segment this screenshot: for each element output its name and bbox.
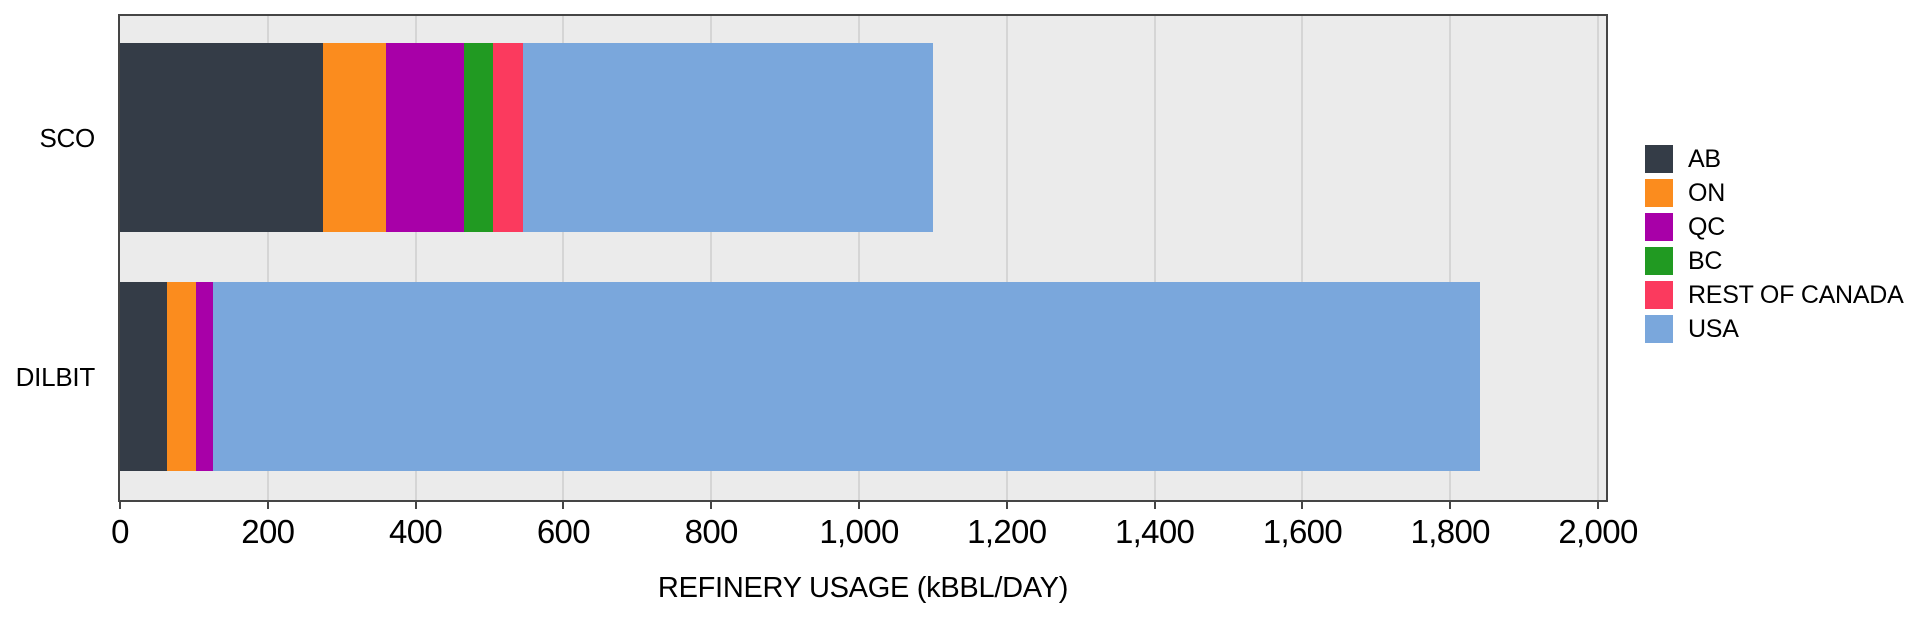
- legend-swatch: [1645, 247, 1673, 275]
- x-tick-label: 800: [684, 513, 739, 550]
- bar-segment-usa-dilbit[interactable]: [213, 282, 1480, 471]
- x-axis-tick: [858, 500, 860, 509]
- gridline: [414, 16, 417, 500]
- x-axis-tick: [710, 500, 713, 509]
- bar-segment-bc-sco[interactable]: [463, 43, 494, 232]
- x-tick-label: 1,000: [819, 513, 899, 550]
- gridline: [858, 16, 860, 500]
- x-tick-label: 200: [241, 513, 295, 550]
- legend: AB ON QC BC REST OF CANADA USA: [1645, 145, 1904, 349]
- bar-segment-ab-dilbit[interactable]: [120, 282, 167, 471]
- gridline: [266, 16, 269, 500]
- bar-segment-on-sco[interactable]: [323, 43, 387, 232]
- legend-item-qc[interactable]: QC: [1645, 213, 1904, 241]
- legend-item-bc[interactable]: BC: [1645, 247, 1904, 275]
- legend-item-usa[interactable]: USA: [1645, 315, 1904, 343]
- bar-row-sco: [120, 43, 1606, 232]
- x-tick-label: 1,600: [1262, 513, 1343, 550]
- gridline: [1301, 16, 1304, 500]
- x-axis-tick: [1153, 500, 1156, 509]
- x-axis-tick: [414, 500, 417, 509]
- legend-item-ab[interactable]: AB: [1645, 145, 1904, 173]
- x-tick-label: 2,000: [1558, 513, 1638, 550]
- legend-label: USA: [1688, 315, 1739, 343]
- x-axis-tick: [1301, 500, 1304, 509]
- gridline: [1005, 16, 1008, 500]
- bar-segment-on-dilbit[interactable]: [166, 282, 197, 471]
- x-tick-label: 600: [536, 513, 591, 550]
- legend-label: REST OF CANADA: [1688, 281, 1904, 309]
- x-axis-title: REFINERY USAGE (kBBL/DAY): [657, 572, 1069, 604]
- legend-swatch: [1645, 145, 1673, 173]
- x-axis-tick: [1449, 500, 1452, 509]
- legend-swatch: [1645, 281, 1673, 309]
- legend-label: ON: [1688, 179, 1725, 207]
- x-tick-label: 1,800: [1410, 513, 1491, 550]
- legend-item-rest-of-canada[interactable]: REST OF CANADA: [1645, 281, 1904, 309]
- legend-swatch: [1645, 179, 1673, 207]
- bar-segment-qc-sco[interactable]: [386, 43, 464, 232]
- x-axis-tick: [266, 500, 269, 509]
- bar-segment-qc-dilbit[interactable]: [196, 282, 214, 471]
- y-category-label-sco: SCO: [39, 122, 95, 153]
- x-axis-tick: [1597, 500, 1599, 509]
- legend-label: QC: [1688, 213, 1725, 241]
- legend-label: BC: [1688, 247, 1723, 275]
- x-tick-label: 1,200: [967, 513, 1047, 550]
- x-tick-label: 1,400: [1114, 513, 1195, 550]
- x-tick-label: 0: [111, 513, 129, 550]
- bar-segment-ab-sco[interactable]: [120, 43, 324, 232]
- gridline: [710, 16, 713, 500]
- y-category-label-dilbit: DILBIT: [15, 361, 96, 392]
- bar-segment-rest-of-canada-sco[interactable]: [493, 43, 523, 232]
- x-axis-tick: [562, 500, 565, 509]
- legend-swatch: [1645, 315, 1673, 343]
- x-tick-label: 400: [389, 513, 443, 550]
- legend-item-on[interactable]: ON: [1645, 179, 1904, 207]
- gridline: [1597, 16, 1599, 500]
- x-axis-tick: [1005, 500, 1008, 509]
- gridline: [562, 16, 565, 500]
- x-axis-tick: [119, 500, 121, 509]
- gridline: [1153, 16, 1156, 500]
- legend-swatch: [1645, 213, 1673, 241]
- plot-area: [118, 14, 1608, 509]
- bar-row-dilbit: [120, 282, 1606, 471]
- gridline: [1449, 16, 1452, 500]
- bar-segment-usa-sco[interactable]: [522, 43, 933, 232]
- legend-label: AB: [1688, 145, 1721, 173]
